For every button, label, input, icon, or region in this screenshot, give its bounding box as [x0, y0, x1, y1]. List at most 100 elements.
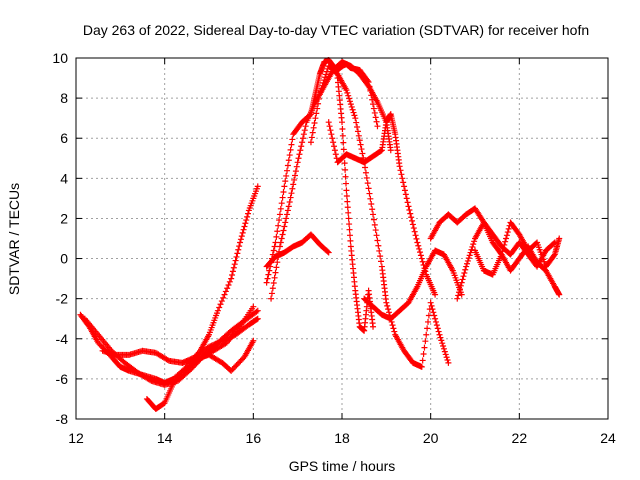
data-point-marker [362, 169, 369, 176]
data-point-marker [502, 238, 509, 245]
data-point-marker [370, 101, 377, 108]
data-point-marker [403, 195, 410, 202]
data-point-marker [344, 89, 351, 96]
chart-title: Day 263 of 2022, Sidereal Day-to-day VTE… [83, 22, 589, 38]
data-point-marker [432, 318, 439, 325]
data-point-marker [238, 233, 245, 240]
data-point-marker [413, 235, 420, 242]
data-point-marker [352, 115, 359, 122]
data-point-marker [464, 257, 471, 264]
data-point-marker [464, 260, 471, 267]
data-point-marker [328, 131, 335, 138]
data-point-marker [296, 151, 303, 158]
data-point-marker [469, 243, 476, 250]
data-point-marker [347, 101, 354, 108]
data-point-marker [276, 217, 283, 224]
data-point-marker [432, 291, 439, 298]
data-point-marker [283, 172, 290, 179]
data-point-marker [270, 247, 277, 254]
data-point-marker [266, 267, 273, 274]
data-point-marker [434, 325, 441, 332]
data-point-marker [290, 181, 297, 188]
data-point-marker [437, 334, 444, 341]
data-point-marker [323, 71, 330, 78]
series-track-b [81, 307, 261, 388]
data-point-marker [280, 188, 287, 195]
data-point-marker [356, 137, 363, 144]
data-point-marker [284, 162, 291, 169]
data-point-marker [221, 291, 228, 298]
data-point-marker [244, 213, 251, 220]
data-point-marker [414, 239, 421, 246]
data-point-marker [276, 243, 283, 250]
data-point-marker [442, 351, 449, 358]
data-point-marker [225, 282, 232, 289]
data-point-marker [318, 85, 325, 92]
data-point-marker [313, 110, 320, 117]
series-track-l [361, 247, 465, 322]
data-point-marker [454, 295, 461, 302]
data-point-marker [314, 105, 321, 112]
data-point-marker [250, 337, 257, 344]
data-point-marker [377, 253, 384, 260]
data-point-marker [254, 315, 261, 322]
data-point-marker [358, 146, 365, 153]
data-point-marker [346, 221, 353, 228]
data-point-marker [217, 301, 224, 308]
data-point-marker [428, 302, 435, 309]
data-point-marker [320, 79, 327, 86]
y-tick-label: -4 [56, 331, 69, 347]
data-point-marker [461, 269, 468, 276]
data-point-marker [295, 155, 302, 162]
data-point-marker [343, 87, 350, 94]
data-point-marker [456, 289, 463, 296]
data-point-marker [424, 325, 431, 332]
data-point-marker [368, 201, 375, 208]
data-point-marker [409, 217, 416, 224]
x-tick-label: 22 [512, 430, 528, 446]
data-point-marker [398, 171, 405, 178]
data-point-marker [371, 221, 378, 228]
data-point-marker [230, 264, 237, 271]
series-track-j [325, 111, 439, 298]
data-point-marker [370, 216, 377, 223]
grid-lines [76, 58, 608, 419]
data-point-marker [383, 299, 390, 306]
data-point-marker [411, 228, 418, 235]
data-point-marker [440, 345, 447, 352]
data-point-marker [270, 280, 277, 287]
data-point-marker [444, 357, 451, 364]
data-point-marker [272, 239, 279, 246]
y-tick-label: 8 [60, 90, 68, 106]
data-point-marker [346, 98, 353, 105]
data-point-marker [436, 331, 443, 338]
data-point-marker [315, 95, 322, 102]
data-point-marker [236, 243, 243, 250]
data-point-marker [275, 222, 282, 229]
data-point-marker [278, 235, 285, 242]
data-point-marker [232, 257, 239, 264]
series-track-h [263, 231, 332, 270]
data-point-marker [408, 214, 415, 221]
data-point-marker [286, 152, 293, 159]
data-point-marker [299, 135, 306, 142]
data-point-marker [499, 248, 506, 255]
data-point-marker [372, 227, 379, 234]
data-point-marker [346, 232, 353, 239]
data-point-marker [432, 315, 439, 322]
data-point-marker [282, 178, 289, 185]
data-point-marker [231, 261, 238, 268]
data-point-marker [281, 183, 288, 190]
y-tick-label: -8 [56, 411, 69, 427]
data-point-marker [504, 229, 511, 236]
data-point-marker [253, 308, 260, 315]
data-point-marker [164, 357, 171, 364]
data-point-marker [325, 249, 332, 256]
data-point-marker [273, 264, 280, 271]
x-tick-label: 16 [246, 430, 262, 446]
data-point-marker [310, 124, 317, 131]
data-point-marker [292, 172, 299, 179]
data-point-marker [208, 342, 215, 349]
data-point-marker [353, 119, 360, 126]
data-point-marker [405, 203, 412, 210]
